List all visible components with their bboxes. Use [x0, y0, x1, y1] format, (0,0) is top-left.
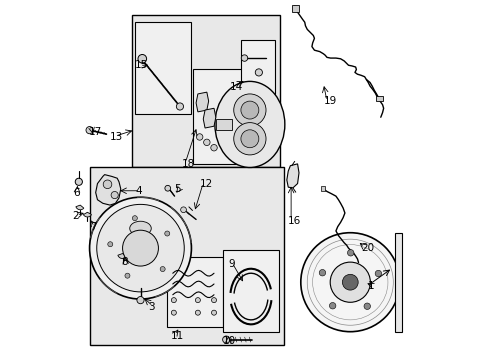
Polygon shape — [286, 164, 298, 188]
Polygon shape — [96, 175, 121, 205]
Circle shape — [125, 273, 130, 278]
Circle shape — [300, 233, 399, 332]
Ellipse shape — [129, 221, 151, 235]
Text: 11: 11 — [171, 331, 184, 341]
Text: 14: 14 — [230, 82, 243, 92]
Circle shape — [132, 216, 137, 221]
Text: 9: 9 — [228, 259, 235, 269]
Bar — [223, 250, 278, 332]
Circle shape — [329, 262, 369, 302]
Text: 16: 16 — [287, 216, 300, 226]
Text: 19: 19 — [323, 96, 336, 106]
Circle shape — [103, 180, 112, 189]
Circle shape — [241, 130, 258, 148]
Wedge shape — [83, 212, 91, 217]
Polygon shape — [203, 108, 215, 128]
Circle shape — [363, 303, 370, 310]
Bar — [376, 96, 382, 101]
Circle shape — [211, 310, 216, 315]
Text: 18: 18 — [182, 159, 195, 169]
Circle shape — [233, 94, 265, 126]
Circle shape — [171, 310, 176, 315]
Wedge shape — [118, 253, 126, 258]
Bar — [241, 40, 274, 94]
Text: 4: 4 — [135, 186, 142, 196]
Text: 13: 13 — [110, 132, 123, 142]
Text: 5: 5 — [174, 184, 181, 194]
Circle shape — [222, 336, 229, 343]
Circle shape — [195, 310, 200, 315]
Bar — [292, 5, 298, 12]
Bar — [90, 167, 284, 345]
Text: 17: 17 — [88, 127, 102, 136]
Circle shape — [196, 134, 203, 140]
Text: 20: 20 — [360, 243, 373, 253]
Circle shape — [347, 249, 353, 256]
Bar — [135, 22, 190, 114]
Bar — [167, 257, 223, 327]
Circle shape — [342, 274, 357, 290]
Circle shape — [138, 54, 146, 63]
Circle shape — [319, 270, 325, 276]
Circle shape — [122, 230, 158, 266]
Bar — [320, 186, 324, 191]
Wedge shape — [76, 205, 83, 210]
Bar — [192, 69, 247, 164]
Circle shape — [329, 302, 335, 309]
Circle shape — [210, 144, 217, 151]
Text: 15: 15 — [135, 60, 148, 70]
Circle shape — [86, 127, 93, 134]
Text: 8: 8 — [121, 257, 127, 267]
Circle shape — [374, 270, 381, 277]
Circle shape — [203, 139, 210, 145]
Bar — [131, 15, 280, 167]
Circle shape — [107, 242, 113, 247]
Circle shape — [75, 178, 82, 185]
Circle shape — [160, 266, 165, 271]
Circle shape — [111, 192, 118, 199]
Bar — [215, 119, 231, 130]
Circle shape — [241, 101, 258, 119]
Circle shape — [233, 123, 265, 155]
Circle shape — [89, 197, 191, 299]
Circle shape — [171, 298, 176, 303]
Circle shape — [137, 297, 144, 304]
Text: 1: 1 — [367, 281, 374, 291]
Circle shape — [255, 69, 262, 76]
Circle shape — [176, 103, 183, 110]
Text: 7: 7 — [90, 222, 97, 231]
Circle shape — [164, 231, 169, 236]
Bar — [394, 233, 402, 332]
Ellipse shape — [214, 81, 285, 167]
Text: 10: 10 — [223, 336, 236, 346]
Circle shape — [180, 207, 186, 213]
Circle shape — [97, 204, 184, 292]
Text: 6: 6 — [73, 188, 80, 198]
Circle shape — [211, 298, 216, 303]
Circle shape — [195, 298, 200, 303]
Text: 3: 3 — [147, 302, 154, 312]
Polygon shape — [196, 92, 208, 112]
Text: 12: 12 — [199, 179, 212, 189]
Text: 2: 2 — [72, 211, 79, 221]
Circle shape — [241, 55, 247, 61]
Circle shape — [164, 185, 170, 191]
